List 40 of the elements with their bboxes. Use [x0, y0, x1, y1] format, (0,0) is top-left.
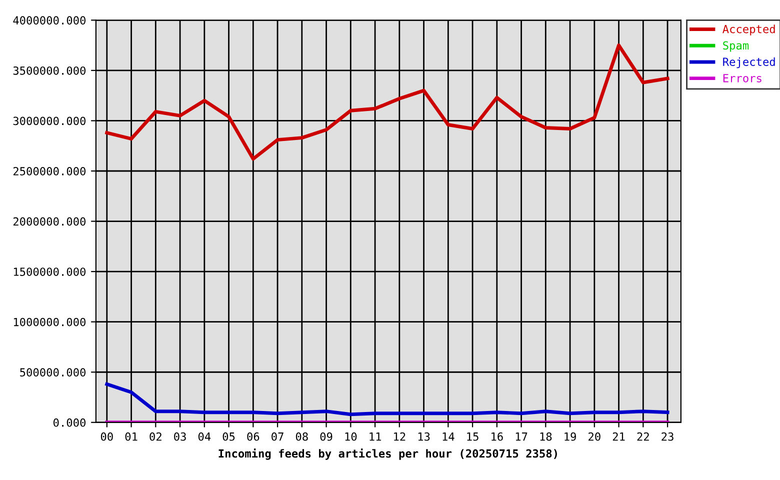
x-tick-label: 03 — [174, 432, 186, 441]
y-tick-label: 3000000.000 — [13, 116, 86, 126]
y-tick-label: 2000000.000 — [13, 217, 86, 226]
x-tick-label: 22 — [637, 432, 649, 441]
x-tick-label: 14 — [442, 432, 454, 441]
x-axis-title: Incoming feeds by articles per hour (20250715 2358) — [218, 448, 557, 460]
x-tick-label: 18 — [540, 432, 552, 441]
x-tick-label: 10 — [345, 432, 357, 441]
x-tick-label: 20 — [588, 432, 600, 441]
y-tick-label: 0.000 — [53, 418, 86, 427]
y-tick-label: 4000000.000 — [13, 16, 86, 25]
x-tick-label: 05 — [222, 432, 235, 441]
x-tick-label: 04 — [198, 432, 211, 441]
legend-label: Spam — [723, 41, 749, 52]
x-tick-label: 07 — [272, 432, 284, 441]
line-series — [105, 382, 670, 416]
x-tick-label: 08 — [296, 432, 308, 441]
x-tick-label: 09 — [320, 432, 332, 441]
x-tick-label: 06 — [247, 432, 260, 441]
x-tick-label: 00 — [100, 432, 113, 441]
x-tick-label: 15 — [467, 432, 478, 441]
x-tick-label: 02 — [150, 432, 162, 441]
legend-label: Accepted — [722, 24, 775, 36]
y-tick-label: 1000000.000 — [14, 318, 86, 326]
y-tick-label: 500000.000 — [20, 368, 86, 377]
x-tick-label: 23 — [662, 432, 674, 441]
y-tick-label: 1500000.000 — [14, 268, 86, 276]
line-series — [105, 44, 670, 161]
x-tick-label: 12 — [394, 432, 406, 441]
x-tick-label: 01 — [125, 432, 138, 441]
x-tick-label: 11 — [370, 432, 381, 441]
x-tick-label: 16 — [492, 432, 503, 441]
x-tick-label: 21 — [612, 432, 625, 441]
y-tick-label: 3500000.000 — [13, 66, 86, 75]
y-tick-label: 2500000.000 — [13, 167, 86, 176]
legend-label: Errors — [723, 74, 762, 82]
x-tick-label: 17 — [516, 432, 528, 441]
x-tick-label: 13 — [418, 432, 430, 441]
legend-label: Rejected — [723, 57, 775, 68]
x-tick-label: 19 — [564, 432, 576, 441]
